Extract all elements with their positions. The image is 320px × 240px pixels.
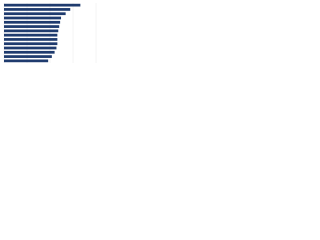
bar [4,25,60,28]
bar [4,46,57,50]
chart [0,0,100,71]
bar [4,20,61,24]
bar [4,42,58,46]
bar [4,33,58,37]
page: {"chart_data": {"type": "barh", "categor… [0,0,100,71]
bar [4,55,52,58]
bar [4,59,49,63]
bar [4,12,66,16]
bar [4,3,81,7]
bar [4,16,62,20]
bar [4,38,58,41]
bar [4,50,55,54]
bar [4,8,71,11]
bar [4,29,59,33]
